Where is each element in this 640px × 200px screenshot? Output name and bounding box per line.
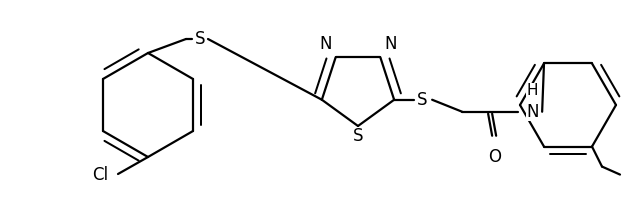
Text: S: S — [195, 30, 205, 48]
Text: N: N — [526, 103, 538, 121]
Text: S: S — [353, 127, 364, 145]
Text: N: N — [385, 35, 397, 53]
Text: N: N — [319, 35, 332, 53]
Text: H: H — [526, 83, 538, 98]
Text: S: S — [417, 91, 428, 109]
Text: Cl: Cl — [92, 166, 108, 184]
Text: O: O — [488, 148, 500, 166]
